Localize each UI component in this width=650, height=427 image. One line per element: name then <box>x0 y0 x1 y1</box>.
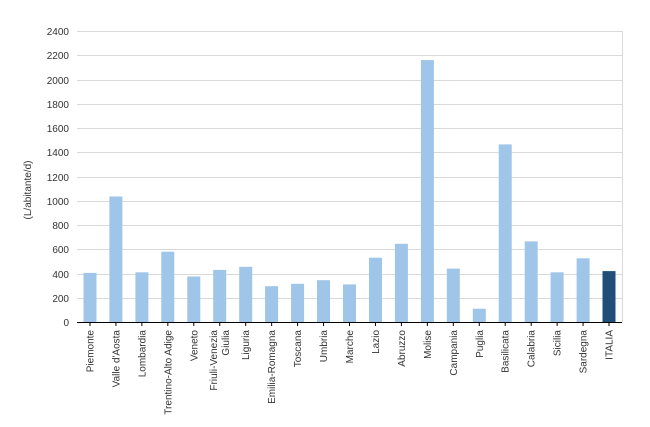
gridlines <box>77 31 623 322</box>
x-tick-label: Molise <box>423 330 434 359</box>
bar-puglia: Puglia: 110 <box>472 308 486 322</box>
bar-italia: ITALIA: 420 <box>602 271 616 322</box>
x-tick-label: Trentino-Alto Adige <box>163 330 174 415</box>
bars: Piemonte: 405 Valle d'Aosta: 1035 Lombardi… <box>83 60 616 322</box>
x-tick-label: Friuli-VeneziaGiulia <box>209 330 232 391</box>
x-tick-label: Lombardia <box>137 330 148 378</box>
x-tick-label-line: Veneto <box>189 330 200 362</box>
x-tick-label: Calabria <box>527 330 538 368</box>
bar-liguria: Liguria: 455 <box>239 266 253 322</box>
x-tick-label-line: Basilicata <box>501 330 512 373</box>
x-tick-label: Sardegna <box>579 330 590 374</box>
y-tick-label: 1600 <box>47 124 70 135</box>
x-tick-label: Veneto <box>189 330 200 362</box>
y-tick-label: 2400 <box>47 27 70 38</box>
x-tick-label-line: Marche <box>345 330 356 364</box>
x-tick-label-line: Lombardia <box>137 330 148 378</box>
x-tick-label-line: Sardegna <box>579 330 590 374</box>
y-tick-label: 400 <box>52 270 69 281</box>
x-tick-label-line: Abruzzo <box>397 330 408 367</box>
x-tick-label-line: Molise <box>423 330 434 359</box>
bar-valle-d-aosta: Valle d'Aosta: 1035 <box>109 196 123 322</box>
x-tick-label-line: Liguria <box>241 330 252 360</box>
x-tick-label-line: Friuli-Venezia <box>209 330 220 391</box>
x-tick-label-line: Calabria <box>527 330 538 368</box>
y-tick-label: 600 <box>52 245 69 256</box>
y-tick-label: 2000 <box>47 76 70 87</box>
bar-sardegna: Sardegna: 525 <box>576 258 590 322</box>
bar-molise: Molise: 2160 <box>420 60 434 322</box>
bar-veneto: Veneto: 375 <box>187 276 201 322</box>
x-tick-label-line: ITALIA <box>605 330 616 360</box>
x-tick-label-line: Sicilia <box>553 330 564 357</box>
y-tick-label: 0 <box>63 318 69 329</box>
bar-toscana: Toscana: 315 <box>291 283 305 322</box>
bar-trentino-alto-adige: Trentino-Alto Adige: 580 <box>161 251 175 322</box>
bar-lombardia: Lombardia: 410 <box>135 272 149 322</box>
x-axis: Piemonte Valle d'Aosta Lombardia Trentino-A… <box>77 322 622 415</box>
bar-piemonte: Piemonte: 405 <box>83 272 97 322</box>
x-tick-label: Abruzzo <box>397 330 408 367</box>
x-tick-label: Puglia <box>475 330 486 358</box>
y-tick-label: 1400 <box>47 148 70 159</box>
bar-emilia-romagna: Emilia-Romagna: 295 <box>265 286 279 322</box>
x-tick-label: Sicilia <box>553 330 564 357</box>
bar-basilicata: Basilicata: 1465 <box>498 144 512 322</box>
bar-calabria: Calabria: 665 <box>524 241 538 322</box>
bar-sicilia: Sicilia: 410 <box>550 272 564 322</box>
y-tick-label: 800 <box>52 221 69 232</box>
bar-marche: Marche: 310 <box>343 284 356 322</box>
y-tick-label: 1000 <box>47 197 70 208</box>
x-tick-label-line: Giulia <box>221 330 232 356</box>
x-tick-label-line: Toscana <box>293 330 304 368</box>
y-axis-title: (L/abitante/d) <box>23 161 34 220</box>
x-tick-label: Marche <box>345 330 356 364</box>
x-tick-label: Piemonte <box>86 330 97 373</box>
x-tick-label-line: Puglia <box>475 330 486 358</box>
x-tick-label: ITALIA <box>605 330 616 360</box>
bar-friuli-venezia-giulia: Friuli-Venezia Giulia: 430 <box>213 269 227 322</box>
x-tick-label-line: Lazio <box>371 330 382 354</box>
x-tick-label: Basilicata <box>501 330 512 373</box>
x-tick-label-line: Valle d'Aosta <box>111 330 122 388</box>
y-axis: 0 200 400 600 800 1000 1200 1400 1600 1800 2000 220… <box>47 27 70 329</box>
x-tick-label-line: Trentino-Alto Adige <box>163 330 174 415</box>
bar-campania: Campania: 440 <box>446 268 460 322</box>
bar-umbria: Umbria: 345 <box>317 280 330 322</box>
x-tick-label: Toscana <box>293 330 304 368</box>
y-tick-label: 1800 <box>47 100 70 111</box>
bar-abruzzo: Abruzzo: 645 <box>394 243 408 322</box>
x-tick-label-line: Emilia-Romagna <box>267 330 278 404</box>
x-tick-label: Liguria <box>241 330 252 360</box>
y-tick-label: 1200 <box>47 173 70 184</box>
x-tick-label: Campania <box>449 330 460 376</box>
x-tick-label-line: Campania <box>449 330 460 376</box>
bar-lazio: Lazio: 530 <box>369 257 382 322</box>
y-tick-label: 200 <box>52 294 69 305</box>
x-tick-label-line: Piemonte <box>86 330 97 373</box>
x-tick-label-line: Umbria <box>319 330 330 363</box>
x-tick-label: Emilia-Romagna <box>267 330 278 404</box>
x-tick-label: Valle d'Aosta <box>111 330 122 388</box>
x-tick-label: Umbria <box>319 330 330 363</box>
x-tick-label: Lazio <box>371 330 382 354</box>
y-tick-label: 2200 <box>47 51 70 62</box>
